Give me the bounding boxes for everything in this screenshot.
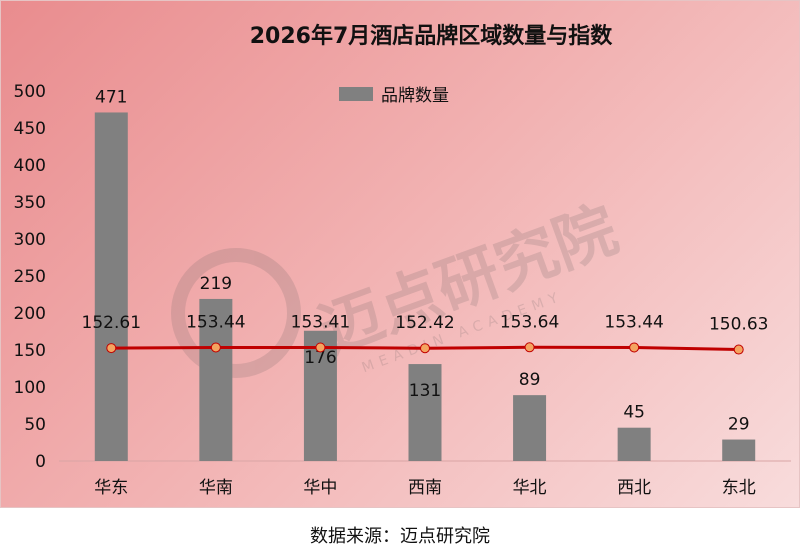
- legend-label-bar: 品牌数量: [381, 86, 449, 106]
- y-tick-label: 450: [14, 119, 46, 139]
- index-value-label: 153.41: [291, 312, 350, 332]
- index-marker: [733, 344, 744, 355]
- index-marker: [315, 342, 326, 353]
- bar-value-label: 89: [519, 370, 541, 390]
- legend: 品牌数量: [339, 86, 449, 106]
- y-tick-label: 350: [14, 193, 46, 213]
- index-value-label: 153.64: [500, 312, 559, 332]
- chart-frame: 迈点研究院 MEADIN ACADEMY 2026年7月酒店品牌区域数量与指数 …: [0, 0, 800, 508]
- x-tick-label: 西北: [617, 478, 651, 498]
- x-tick-label: 华北: [513, 478, 547, 498]
- bar-value-label: 131: [409, 381, 441, 401]
- index-marker: [629, 342, 640, 353]
- y-tick-label: 400: [14, 156, 46, 176]
- index-value-label: 153.44: [186, 312, 245, 332]
- bar-value-label: 219: [200, 274, 232, 294]
- x-axis-labels: 华东 华南 华中 西南 华北 西北 东北: [94, 478, 755, 498]
- y-tick-label: 500: [14, 82, 46, 102]
- bar: [513, 395, 547, 461]
- bar-value-label: 176: [304, 348, 336, 368]
- bar-value-label: 45: [623, 403, 645, 423]
- index-value-label: 150.63: [709, 315, 768, 335]
- index-line-series: 152.61 153.44 153.41 152.42 153.64 153.44 150.…: [82, 312, 768, 355]
- bar: [617, 427, 651, 461]
- x-tick-label: 华南: [199, 478, 233, 498]
- y-tick-label: 150: [14, 341, 46, 361]
- watermark-text: 迈点研究院: [310, 192, 626, 367]
- y-tick-label: 250: [14, 267, 46, 287]
- bar-value-label: 471: [95, 87, 127, 107]
- chart-title: 2026年7月酒店品牌区域数量与指数: [250, 23, 614, 49]
- y-tick-label: 200: [14, 304, 46, 324]
- chart-svg: 迈点研究院 MEADIN ACADEMY 2026年7月酒店品牌区域数量与指数 …: [14, 23, 791, 498]
- bar: [94, 112, 128, 462]
- y-tick-label: 300: [14, 230, 46, 250]
- bar: [199, 298, 233, 461]
- index-marker: [524, 342, 535, 353]
- x-tick-label: 华中: [303, 478, 337, 498]
- index-value-label: 153.44: [604, 312, 663, 332]
- source-note: 数据来源：迈点研究院: [310, 526, 490, 547]
- index-value-label: 152.42: [395, 313, 454, 333]
- bar: [408, 364, 442, 461]
- x-tick-label: 西南: [408, 478, 442, 498]
- bar-value-label: 29: [728, 415, 750, 435]
- y-tick-label: 0: [35, 452, 46, 472]
- index-marker: [106, 343, 117, 354]
- index-value-label: 152.61: [82, 313, 141, 333]
- bar: [722, 439, 756, 461]
- y-tick-label: 50: [24, 415, 46, 435]
- y-axis: 0 50 100 150 200 250 300 350 400 450 500: [14, 82, 46, 472]
- y-tick-label: 100: [14, 378, 46, 398]
- index-marker: [420, 343, 430, 354]
- bars: [94, 112, 756, 462]
- x-tick-label: 东北: [722, 478, 756, 498]
- x-tick-label: 华东: [94, 478, 128, 498]
- legend-swatch-bar: [339, 87, 373, 101]
- bar-labels: 471 219 176 131 89 45 29: [95, 87, 749, 434]
- index-marker: [210, 342, 221, 353]
